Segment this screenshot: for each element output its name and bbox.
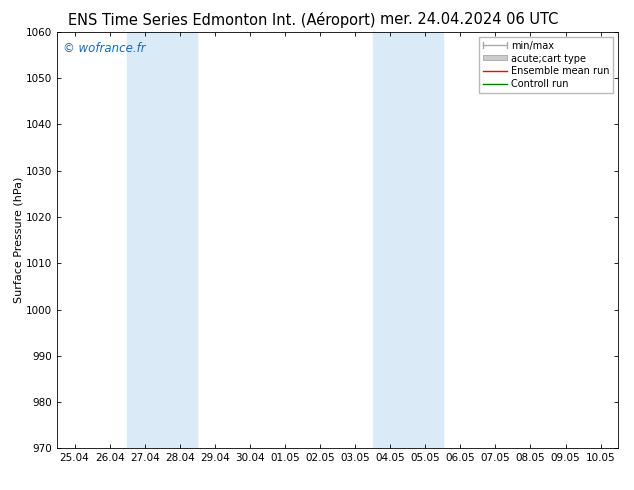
Text: ENS Time Series Edmonton Int. (Aéroport): ENS Time Series Edmonton Int. (Aéroport) (68, 12, 376, 28)
Bar (373, 32, 443, 448)
Bar (127, 32, 197, 448)
Y-axis label: Surface Pressure (hPa): Surface Pressure (hPa) (13, 177, 23, 303)
Text: mer. 24.04.2024 06 UTC: mer. 24.04.2024 06 UTC (380, 12, 559, 27)
Text: © wofrance.fr: © wofrance.fr (63, 42, 145, 55)
Legend: min/max, acute;cart type, Ensemble mean run, Controll run: min/max, acute;cart type, Ensemble mean … (479, 37, 613, 93)
